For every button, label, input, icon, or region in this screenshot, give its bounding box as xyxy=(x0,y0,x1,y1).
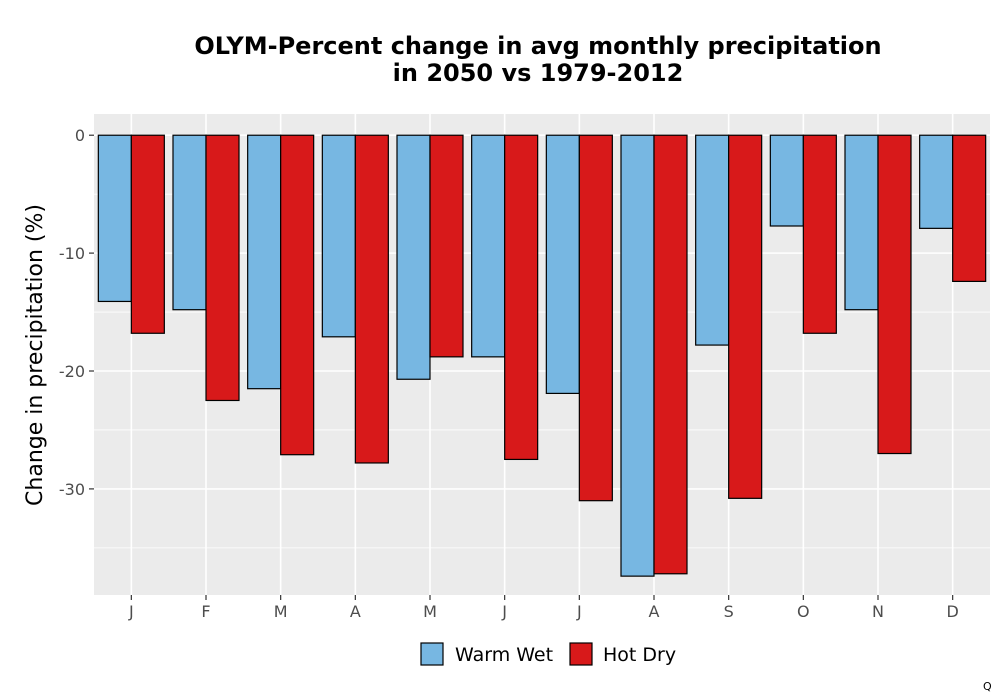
legend-label-warm-wet: Warm Wet xyxy=(455,644,553,666)
bar-hot-dry xyxy=(205,134,240,402)
bar-hot-dry xyxy=(802,134,837,334)
bar-hot-dry xyxy=(280,134,315,456)
bar-warm-wet xyxy=(172,134,207,311)
y-axis-label: Change in precipitation (%) xyxy=(23,204,48,506)
bar-warm-wet xyxy=(321,134,356,338)
bar-warm-wet xyxy=(545,134,580,395)
bar-hot-dry xyxy=(653,134,688,575)
bar-warm-wet xyxy=(396,134,431,380)
bar-hot-dry xyxy=(877,134,912,455)
x-tick-label: D xyxy=(947,602,959,621)
bar-warm-wet xyxy=(620,134,655,577)
x-tick-label: F xyxy=(201,602,210,621)
legend-label-hot-dry: Hot Dry xyxy=(603,644,676,666)
y-tick-label: 0 xyxy=(75,126,85,145)
bar-warm-wet xyxy=(97,134,132,303)
x-tick-label: J xyxy=(576,602,582,621)
legend-key-hot-dry xyxy=(569,642,593,666)
y-tick-label: -20 xyxy=(59,362,85,381)
x-tick-label: S xyxy=(724,602,734,621)
x-tick-label: M xyxy=(423,602,437,621)
bar-warm-wet xyxy=(471,134,506,358)
x-tick-label: M xyxy=(274,602,288,621)
bar-warm-wet xyxy=(919,134,954,229)
bar-warm-wet xyxy=(844,134,879,311)
x-tick-label: A xyxy=(350,602,361,621)
bar-warm-wet xyxy=(769,134,804,227)
bar-hot-dry xyxy=(354,134,389,464)
bar-hot-dry xyxy=(578,134,613,502)
bar-hot-dry xyxy=(429,134,464,358)
corner-mark: Q xyxy=(983,680,992,693)
x-tick-label: N xyxy=(872,602,884,621)
bars xyxy=(97,134,987,577)
bar-warm-wet xyxy=(247,134,282,390)
bar-hot-dry xyxy=(504,134,539,461)
x-tick-label: A xyxy=(649,602,660,621)
y-tick-label: -10 xyxy=(59,244,85,263)
chart-title-line2: in 2050 vs 1979-2012 xyxy=(393,59,684,87)
x-tick-label: O xyxy=(797,602,810,621)
bar-hot-dry xyxy=(952,134,987,283)
y-axis: 0 -10 -20 -30 xyxy=(59,126,94,499)
x-tick-label: J xyxy=(128,602,134,621)
bar-hot-dry xyxy=(728,134,763,499)
grid-minor xyxy=(94,193,990,549)
bar-warm-wet xyxy=(695,134,730,346)
y-tick-label: -30 xyxy=(59,480,85,499)
bar-hot-dry xyxy=(130,134,165,334)
legend: Warm Wet Hot Dry xyxy=(420,642,676,666)
legend-key-warm-wet xyxy=(420,642,444,666)
x-tick-label: J xyxy=(501,602,507,621)
chart-title-line1: OLYM-Percent change in avg monthly preci… xyxy=(194,32,881,60)
